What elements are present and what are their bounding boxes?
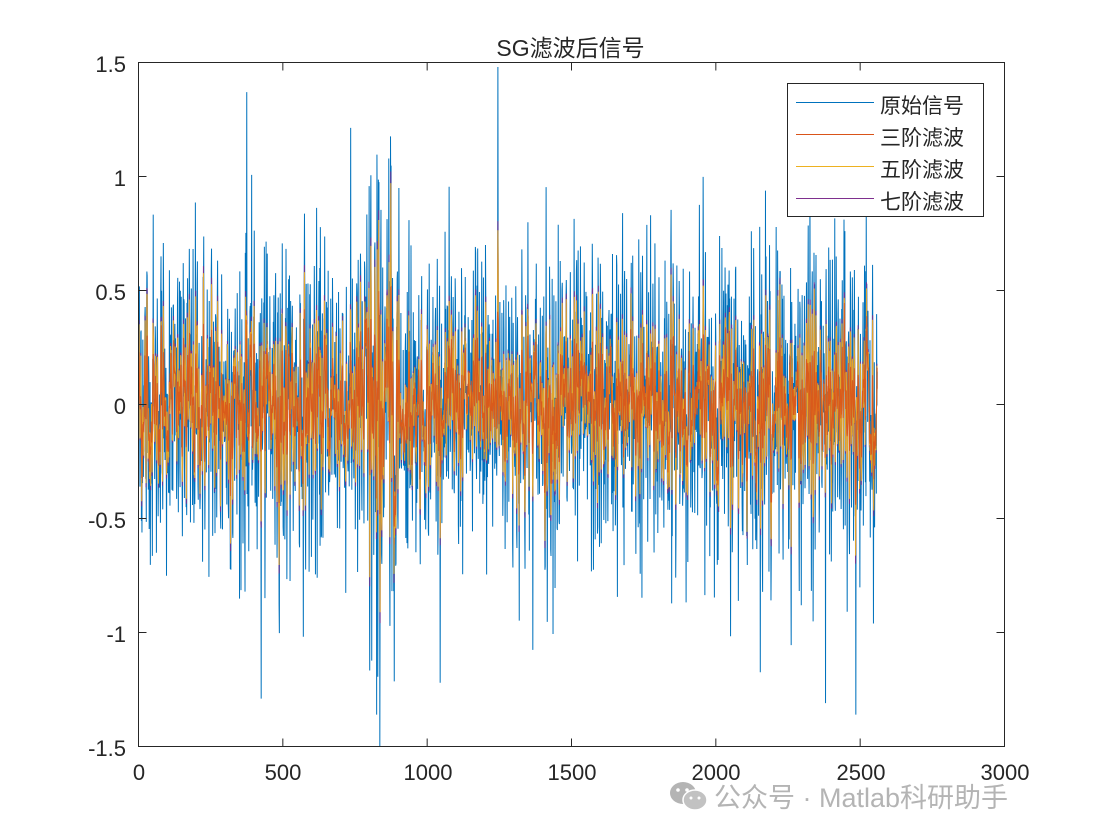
y-tick-label: 0 — [113, 394, 126, 419]
y-tick-label: 1 — [113, 166, 126, 191]
legend-label: 原始信号 — [880, 94, 964, 118]
legend-label: 五阶滤波 — [880, 158, 964, 182]
series-order3-filter — [138, 285, 878, 527]
watermark: 公众号 · Matlab科研助手 — [668, 776, 1008, 815]
x-tick-label: 3000 — [980, 760, 1030, 785]
legend-item-raw[interactable]: 原始信号 — [788, 88, 985, 118]
legend-item-order5[interactable]: 五阶滤波 — [788, 152, 985, 182]
legend-label: 三阶滤波 — [880, 126, 964, 150]
legend-swatch — [796, 134, 874, 135]
legend[interactable]: 原始信号 三阶滤波 五阶滤波 七阶滤波 — [787, 83, 984, 217]
y-tick-label: 0.5 — [95, 280, 126, 305]
y-tick-label: 1.5 — [95, 52, 126, 77]
legend-swatch — [796, 102, 874, 103]
tick-marks — [138, 62, 1005, 747]
wechat-icon — [670, 781, 708, 811]
x-tick-label: 500 — [264, 760, 302, 785]
legend-item-order7[interactable]: 七阶滤波 — [788, 184, 985, 214]
legend-item-order3[interactable]: 三阶滤波 — [788, 120, 985, 150]
legend-swatch — [796, 198, 874, 199]
series-layer — [138, 67, 878, 747]
x-tick-label: 1500 — [547, 760, 597, 785]
y-tick-label: -1 — [106, 622, 126, 647]
x-tick-label: 2000 — [691, 760, 741, 785]
x-tick-label: 0 — [132, 760, 146, 785]
x-tick-label: 2500 — [836, 760, 886, 785]
y-tick-label: -1.5 — [88, 736, 126, 761]
x-tick-label: 1000 — [403, 760, 453, 785]
watermark-text: 公众号 · Matlab科研助手 — [714, 783, 1009, 813]
chart-title: SG滤波后信号 — [496, 35, 645, 61]
legend-label: 七阶滤波 — [880, 190, 964, 214]
y-tick-label: -0.5 — [88, 508, 126, 533]
legend-swatch — [796, 166, 874, 167]
